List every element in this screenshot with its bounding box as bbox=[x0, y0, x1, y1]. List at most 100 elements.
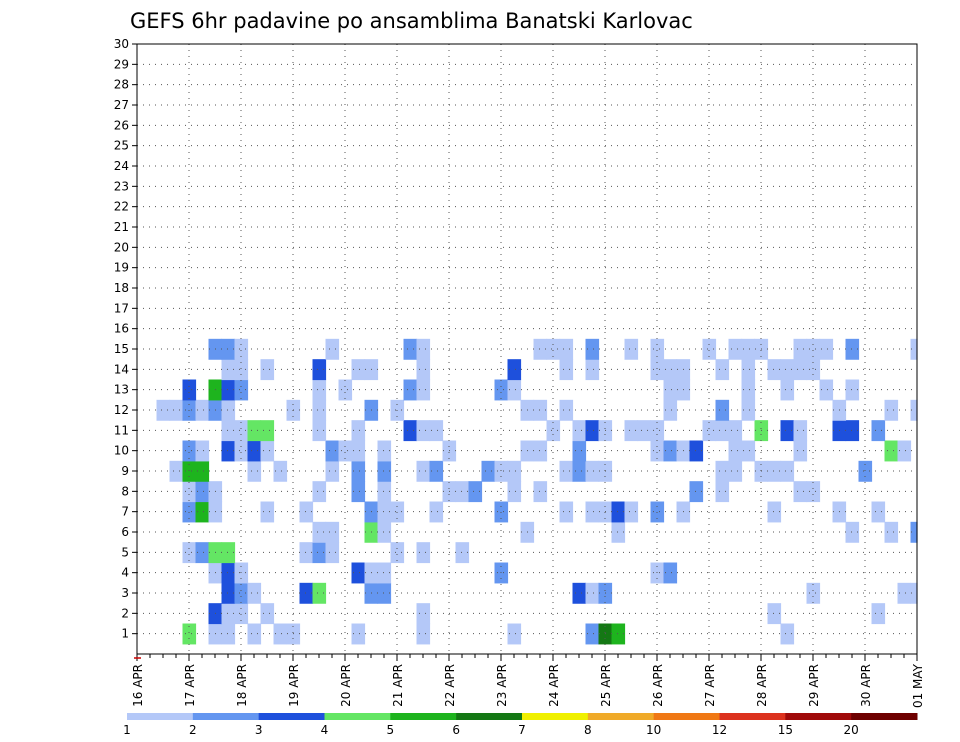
legend-level-label: 2 bbox=[189, 723, 197, 737]
heatmap-cell bbox=[494, 501, 509, 523]
heatmap-cell bbox=[572, 440, 587, 462]
heatmap-cell bbox=[533, 440, 548, 462]
heatmap-cell bbox=[299, 582, 314, 604]
heatmap-cell bbox=[390, 501, 405, 523]
heatmap-cell bbox=[845, 338, 860, 360]
heatmap-cell bbox=[455, 481, 470, 503]
x-tick-label: 27 APR bbox=[703, 664, 717, 707]
heatmap-cell bbox=[793, 359, 808, 381]
heatmap-cell bbox=[247, 440, 262, 462]
y-tick-label: 29 bbox=[114, 57, 129, 71]
y-tick-label: 5 bbox=[121, 545, 129, 559]
heatmap-cell bbox=[728, 440, 743, 462]
heatmap-cell bbox=[871, 501, 886, 523]
heatmap-cell bbox=[299, 501, 314, 523]
heatmap-cell bbox=[325, 460, 340, 482]
heatmap-cell bbox=[559, 460, 574, 482]
heatmap-cell bbox=[481, 460, 496, 482]
heatmap-cell bbox=[221, 582, 236, 604]
heatmap-cell bbox=[403, 338, 418, 360]
legend-level-label: 8 bbox=[584, 723, 592, 737]
legend-color-swatch bbox=[587, 713, 655, 720]
heatmap-cell bbox=[468, 481, 483, 503]
y-tick-label: 13 bbox=[114, 383, 129, 397]
heatmap-cell bbox=[728, 338, 743, 360]
y-tick-label: 16 bbox=[114, 322, 129, 336]
heatmap-cell bbox=[650, 359, 665, 381]
legend-color-swatch bbox=[258, 713, 325, 720]
y-tick-label: 3 bbox=[121, 586, 129, 600]
x-tick-label: 30 APR bbox=[859, 664, 873, 707]
y-tick-label: 19 bbox=[114, 261, 129, 275]
heatmap-cell bbox=[897, 440, 912, 462]
heatmap-cell bbox=[767, 603, 782, 625]
legend-level-label: 3 bbox=[255, 723, 263, 737]
y-axis-ticks: 1234567891011121314151617181920212223242… bbox=[114, 37, 137, 641]
heatmap-cell bbox=[351, 440, 366, 462]
heatmap-cell bbox=[221, 399, 236, 421]
heatmap-cell bbox=[325, 440, 340, 462]
x-tick-label: 20 APR bbox=[339, 664, 353, 707]
heatmap-cell bbox=[533, 481, 548, 503]
y-tick-label: 30 bbox=[114, 37, 129, 51]
heatmap-cell bbox=[182, 542, 197, 564]
y-tick-label: 8 bbox=[121, 484, 129, 498]
x-tick-label: 21 APR bbox=[391, 664, 405, 707]
heatmap-cell bbox=[377, 582, 392, 604]
heatmap-cell bbox=[260, 501, 275, 523]
heatmap-cell bbox=[182, 440, 197, 462]
heatmap-cell bbox=[533, 399, 548, 421]
heatmap-cell bbox=[247, 623, 262, 645]
heatmap-cell bbox=[390, 542, 405, 564]
heatmap-cell bbox=[507, 481, 522, 503]
legend-color-swatch bbox=[456, 713, 523, 720]
heatmap-cell bbox=[585, 501, 600, 523]
heatmap-cell bbox=[910, 582, 918, 604]
heatmap-cell bbox=[910, 521, 918, 543]
heatmap-cell bbox=[221, 562, 236, 584]
heatmap-cell bbox=[585, 359, 600, 381]
heatmap-cell bbox=[221, 440, 236, 462]
x-tick-label: 22 APR bbox=[443, 664, 457, 707]
heatmap-cell bbox=[169, 460, 184, 482]
heatmap-cell bbox=[195, 542, 210, 564]
heatmap-cell bbox=[715, 399, 730, 421]
heatmap-cell bbox=[312, 582, 327, 604]
legend-level-label: 6 bbox=[452, 723, 460, 737]
heatmap-cell bbox=[156, 399, 171, 421]
legend-color-swatch bbox=[390, 713, 457, 720]
heatmap-cell bbox=[663, 379, 678, 401]
legend-level-label: 7 bbox=[518, 723, 526, 737]
heatmap-cell bbox=[234, 603, 249, 625]
y-tick-label: 26 bbox=[114, 118, 129, 132]
heatmap-cell bbox=[715, 460, 730, 482]
heatmap-cell bbox=[325, 338, 340, 360]
y-tick-label: 17 bbox=[114, 301, 129, 315]
heatmap-cell bbox=[416, 623, 431, 645]
legend-color-swatch bbox=[719, 713, 786, 720]
heatmap-cell bbox=[234, 338, 249, 360]
heatmap-cell bbox=[663, 562, 678, 584]
heatmap-cell bbox=[195, 440, 210, 462]
heatmap-cell bbox=[221, 359, 236, 381]
heatmap-cell bbox=[741, 379, 756, 401]
y-tick-label: 4 bbox=[121, 566, 129, 580]
heatmap-cell bbox=[559, 501, 574, 523]
heatmap-cell bbox=[689, 440, 704, 462]
heatmap-cell bbox=[507, 623, 522, 645]
heatmap-cell bbox=[260, 440, 275, 462]
legend-level-label: 12 bbox=[712, 723, 727, 737]
heatmap-cell bbox=[910, 338, 918, 360]
heatmap-cell bbox=[689, 481, 704, 503]
heatmap-cell bbox=[195, 399, 210, 421]
heatmap-cell bbox=[416, 542, 431, 564]
heatmap-cell bbox=[221, 623, 236, 645]
heatmap-cell bbox=[182, 501, 197, 523]
heatmap-cell bbox=[312, 420, 327, 442]
heatmap-cell bbox=[884, 521, 899, 543]
heatmap-cell bbox=[793, 338, 808, 360]
heatmap-cell bbox=[728, 460, 743, 482]
heatmap-cell bbox=[663, 359, 678, 381]
heatmap-cell bbox=[845, 521, 860, 543]
heatmap-cell bbox=[299, 542, 314, 564]
